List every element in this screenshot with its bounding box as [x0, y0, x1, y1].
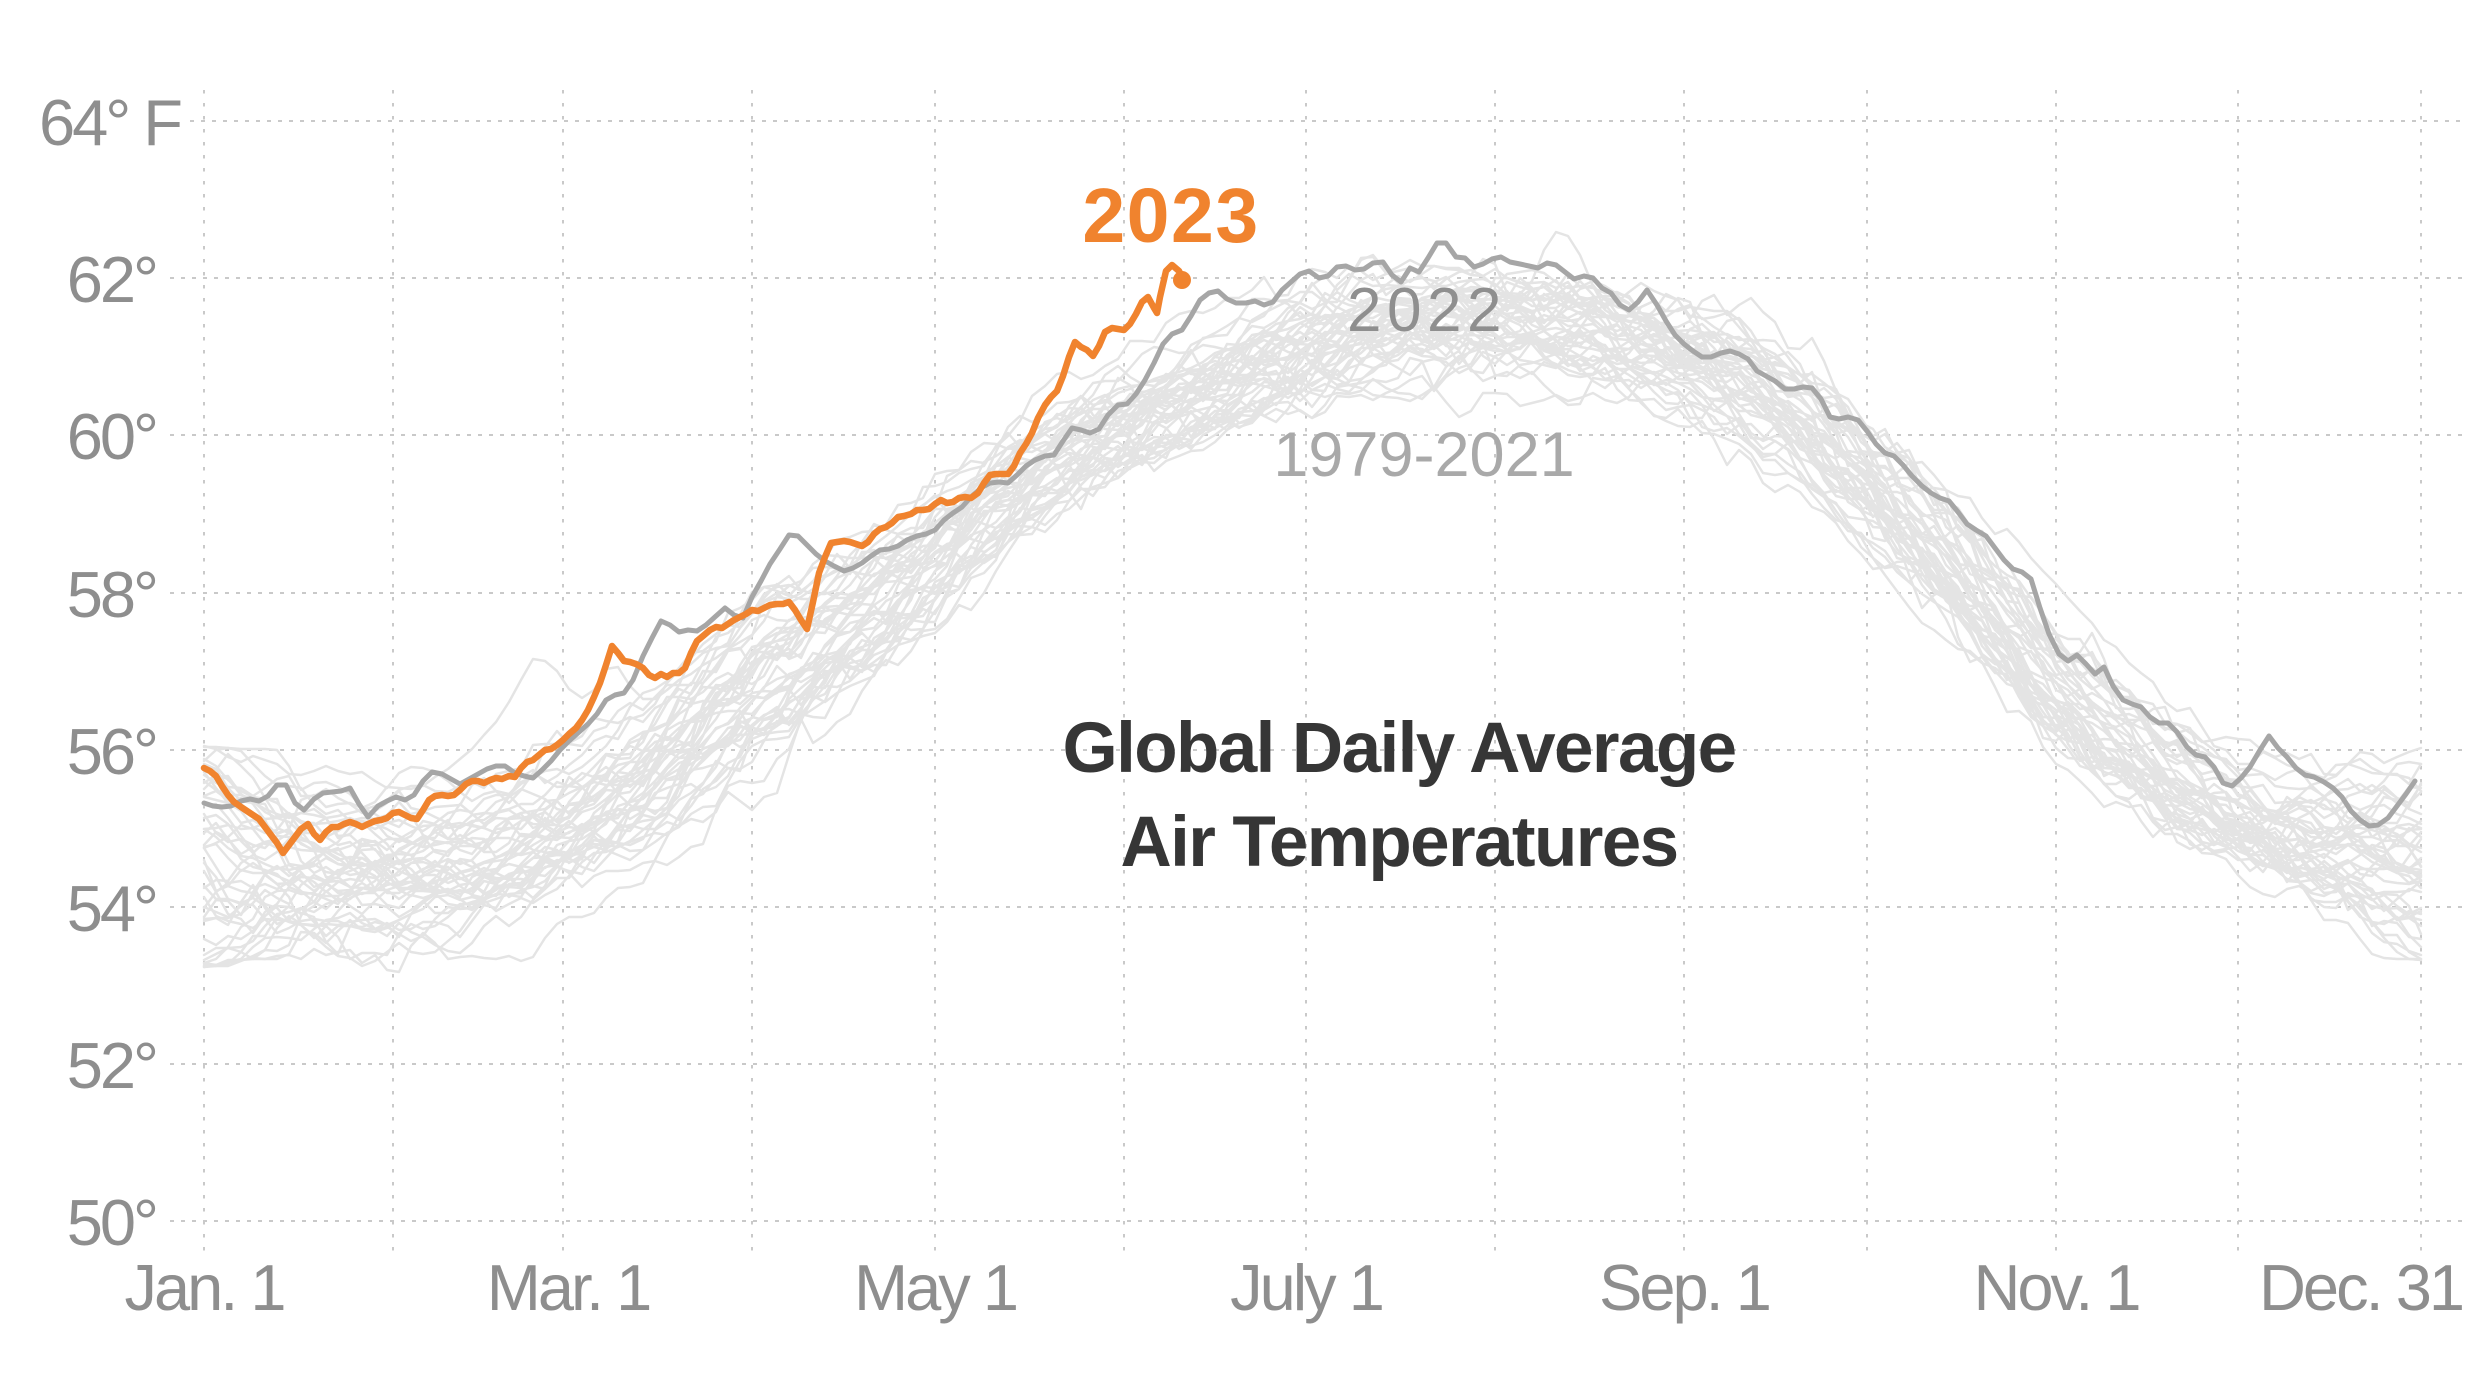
svg-text:July 1: July 1: [1230, 1251, 1382, 1324]
svg-text:Mar. 1: Mar. 1: [487, 1251, 650, 1324]
svg-text:64° F: 64° F: [39, 86, 181, 159]
svg-text:50°: 50°: [67, 1186, 156, 1259]
svg-text:2022: 2022: [1347, 276, 1507, 345]
svg-text:52°: 52°: [67, 1029, 156, 1102]
svg-text:60°: 60°: [67, 400, 156, 473]
svg-text:2023: 2023: [1082, 173, 1259, 259]
svg-text:1979-2021: 1979-2021: [1273, 420, 1574, 490]
svg-text:Jan. 1: Jan. 1: [124, 1251, 283, 1324]
svg-text:Global Daily Average: Global Daily Average: [1062, 709, 1735, 788]
svg-text:Dec. 31: Dec. 31: [2259, 1251, 2462, 1324]
svg-text:Sep. 1: Sep. 1: [1599, 1251, 1769, 1324]
svg-text:58°: 58°: [67, 558, 156, 631]
svg-text:54°: 54°: [67, 872, 156, 945]
svg-text:Nov. 1: Nov. 1: [1973, 1251, 2138, 1324]
svg-text:May 1: May 1: [854, 1251, 1016, 1324]
svg-text:Air Temperatures: Air Temperatures: [1120, 803, 1677, 882]
svg-text:56°: 56°: [67, 715, 156, 788]
svg-text:62°: 62°: [67, 243, 156, 316]
